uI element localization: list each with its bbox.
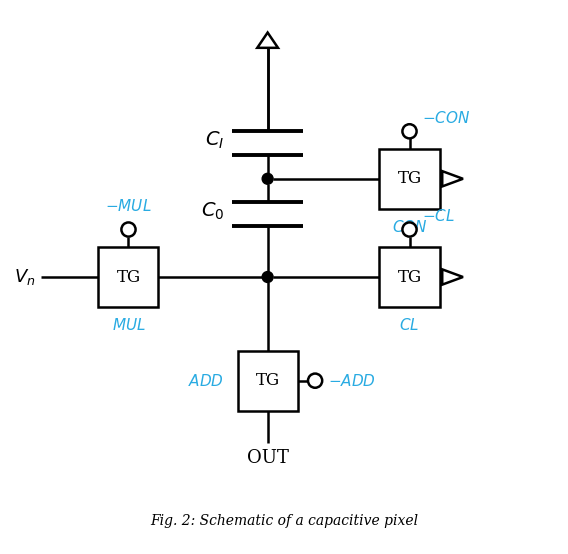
Text: $C_0$: $C_0$: [201, 201, 224, 222]
Circle shape: [308, 373, 322, 388]
Bar: [98, 247, 158, 307]
Circle shape: [122, 223, 136, 237]
Bar: [237, 351, 298, 411]
Circle shape: [402, 223, 416, 237]
Text: $CON$: $CON$: [392, 219, 427, 234]
Text: TG: TG: [256, 372, 279, 389]
Circle shape: [262, 271, 273, 283]
Text: $-ADD$: $-ADD$: [328, 373, 375, 389]
Bar: [379, 149, 440, 209]
Bar: [379, 247, 440, 307]
Text: $-CON$: $-CON$: [422, 110, 470, 126]
Text: $-MUL$: $-MUL$: [105, 198, 152, 214]
Text: $CL$: $CL$: [399, 317, 420, 333]
Text: $-CL$: $-CL$: [422, 208, 455, 224]
Text: Fig. 2: Schematic of a capacitive pixel: Fig. 2: Schematic of a capacitive pixel: [150, 514, 418, 528]
Text: $MUL$: $MUL$: [111, 317, 145, 333]
Text: $V_n$: $V_n$: [14, 267, 36, 287]
Circle shape: [402, 124, 416, 138]
Polygon shape: [442, 269, 463, 285]
Text: $ADD$: $ADD$: [188, 373, 224, 389]
Text: $C_I$: $C_I$: [204, 130, 224, 151]
Circle shape: [262, 173, 273, 184]
Text: OUT: OUT: [247, 449, 289, 467]
Text: TG: TG: [116, 269, 140, 285]
Text: TG: TG: [398, 269, 421, 285]
Polygon shape: [442, 171, 463, 186]
Polygon shape: [257, 33, 278, 48]
Text: TG: TG: [398, 170, 421, 187]
